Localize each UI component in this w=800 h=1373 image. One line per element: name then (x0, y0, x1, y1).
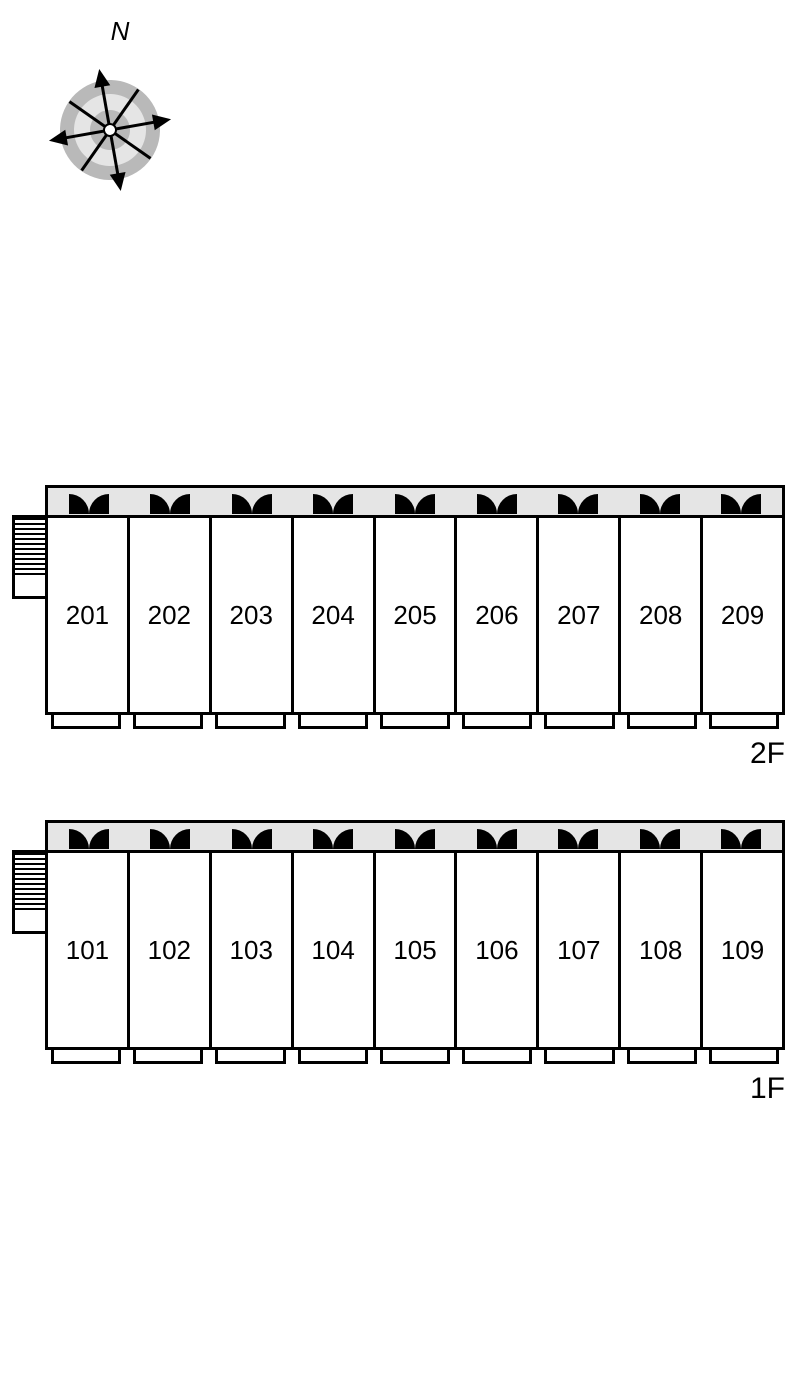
door-icon (537, 492, 619, 514)
unit-label: 207 (557, 600, 600, 631)
balcony-segment (544, 715, 614, 729)
balcony-segment (462, 715, 532, 729)
unit-label: 101 (66, 935, 109, 966)
door-icon (619, 492, 701, 514)
unit-106: 106 (457, 853, 539, 1047)
door-icon (374, 492, 456, 514)
corridor-1f (45, 820, 785, 850)
unit-label: 206 (475, 600, 518, 631)
unit-107: 107 (539, 853, 621, 1047)
units-row-1f: 101 102 103 104 105 106 107 108 109 (45, 850, 785, 1050)
compass: N (40, 20, 180, 205)
door-icon (374, 827, 456, 849)
door-icon (130, 827, 212, 849)
unit-label: 203 (230, 600, 273, 631)
door-icon (293, 492, 375, 514)
door-icon (48, 827, 130, 849)
door-icon (456, 827, 538, 849)
balcony-segment (51, 1050, 121, 1064)
stairs-2f (12, 515, 48, 599)
door-icon (211, 492, 293, 514)
unit-label: 106 (475, 935, 518, 966)
stairs-1f (12, 850, 48, 934)
door-icon (456, 492, 538, 514)
unit-208: 208 (621, 518, 703, 712)
unit-205: 205 (376, 518, 458, 712)
balcony-segment (380, 715, 450, 729)
unit-label: 202 (148, 600, 191, 631)
floor-block-1f: 101102103104105106107108109 1F (15, 820, 785, 1064)
floor-label-1f: 1F (750, 1072, 785, 1106)
balcony-segment (627, 715, 697, 729)
balcony-segment (709, 1050, 779, 1064)
unit-108: 108 (621, 853, 703, 1047)
unit-label: 209 (721, 600, 764, 631)
unit-label: 205 (393, 600, 436, 631)
door-icon (701, 827, 783, 849)
unit-102: 102 (130, 853, 212, 1047)
unit-label: 201 (66, 600, 109, 631)
unit-101: 101 (48, 853, 130, 1047)
floor-label-2f: 2F (750, 737, 785, 771)
balcony-segment (133, 715, 203, 729)
balcony-segment (709, 715, 779, 729)
balcony-segment (462, 1050, 532, 1064)
unit-201: 201 (48, 518, 130, 712)
unit-label: 102 (148, 935, 191, 966)
unit-207: 207 (539, 518, 621, 712)
unit-label: 103 (230, 935, 273, 966)
balcony-segment (298, 715, 368, 729)
unit-label: 105 (393, 935, 436, 966)
balcony-segment (627, 1050, 697, 1064)
compass-north-label: N (111, 20, 130, 46)
balcony-segment (133, 1050, 203, 1064)
unit-209: 209 (703, 518, 782, 712)
door-icon (130, 492, 212, 514)
door-icon (701, 492, 783, 514)
unit-label: 108 (639, 935, 682, 966)
unit-109: 109 (703, 853, 782, 1047)
door-icon (48, 492, 130, 514)
balcony-segment (298, 1050, 368, 1064)
unit-103: 103 (212, 853, 294, 1047)
balcony-segment (544, 1050, 614, 1064)
door-icon (619, 827, 701, 849)
unit-label: 109 (721, 935, 764, 966)
unit-104: 104 (294, 853, 376, 1047)
door-icon (293, 827, 375, 849)
balcony-segment (51, 715, 121, 729)
unit-105: 105 (376, 853, 458, 1047)
unit-label: 204 (311, 600, 354, 631)
door-icon (537, 827, 619, 849)
unit-label: 107 (557, 935, 600, 966)
unit-206: 206 (457, 518, 539, 712)
unit-label: 208 (639, 600, 682, 631)
units-row-2f: 201 202 203 204 205 206 207 208 209 (45, 515, 785, 715)
unit-204: 204 (294, 518, 376, 712)
balcony-segment (380, 1050, 450, 1064)
balcony-segment (215, 1050, 285, 1064)
corridor-2f (45, 485, 785, 515)
unit-label: 104 (311, 935, 354, 966)
unit-203: 203 (212, 518, 294, 712)
balcony-segment (215, 715, 285, 729)
floor-block-2f: 201202203204205206207208209 2F (15, 485, 785, 729)
door-icon (211, 827, 293, 849)
unit-202: 202 (130, 518, 212, 712)
